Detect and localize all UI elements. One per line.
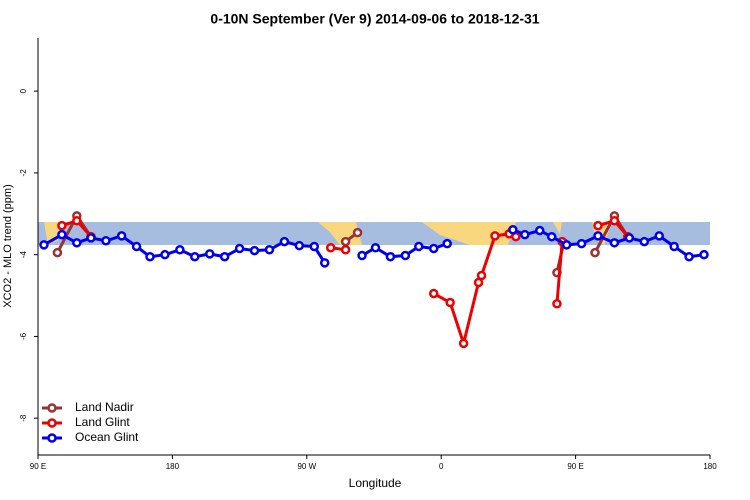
data-point (593, 231, 603, 241)
x-tick-label: 0 (439, 462, 444, 471)
data-point (86, 233, 96, 243)
data-point (234, 243, 245, 254)
data-point (520, 229, 530, 240)
data-point (340, 245, 351, 255)
data-point (57, 229, 67, 240)
data-point (131, 241, 142, 252)
data-point (370, 242, 381, 253)
data-point (428, 243, 439, 254)
data-point (458, 338, 469, 349)
legend-marker (47, 418, 57, 428)
data-point (669, 241, 679, 252)
y-tick-label: -2 (19, 169, 28, 177)
y-tick-label: -8 (19, 414, 28, 422)
data-point (400, 250, 411, 261)
data-point (145, 251, 155, 262)
data-point (546, 231, 557, 242)
data-point (190, 251, 200, 262)
data-point (490, 231, 500, 241)
legend-marker (47, 433, 57, 443)
data-point (72, 215, 82, 226)
x-tick-label: 90 E (30, 462, 46, 471)
chart-title: 0-10N September (Ver 9) 2014-09-06 to 20… (210, 11, 539, 27)
y-tick-label: 0 (19, 88, 28, 93)
data-point (39, 240, 49, 250)
data-point (319, 258, 330, 268)
legend-label: Ocean Glint (75, 430, 139, 444)
data-point (57, 220, 67, 231)
data-point (175, 245, 185, 255)
legend-label: Land Glint (75, 415, 130, 429)
data-point (219, 251, 230, 262)
data-point (593, 220, 603, 231)
data-point (249, 245, 260, 256)
data-point (639, 236, 650, 247)
data-point (325, 242, 336, 253)
data-point (279, 236, 290, 247)
data-point (357, 250, 367, 261)
x-tick-label: 180 (703, 462, 717, 471)
x-tick-label: 90 E (567, 462, 583, 471)
data-point (699, 249, 709, 260)
data-point (72, 238, 82, 248)
data-point (264, 245, 275, 255)
data-point (340, 236, 351, 247)
data-point (576, 238, 587, 249)
data-point (309, 241, 320, 252)
y-tick-label: -6 (19, 332, 28, 340)
data-point (160, 249, 170, 260)
data-point (654, 231, 664, 241)
data-point (508, 224, 518, 235)
data-point (609, 238, 620, 248)
data-point (414, 241, 424, 252)
data-point (476, 270, 487, 281)
data-point (428, 288, 439, 299)
data-point (101, 236, 111, 246)
data-point (116, 231, 127, 241)
data-point (609, 215, 620, 226)
data-point (385, 251, 396, 262)
x-tick-label: 180 (166, 462, 180, 471)
land-patch (553, 222, 562, 234)
data-point (552, 298, 562, 309)
y-axis-label: XCO2 - MLO trend (ppm) (2, 184, 14, 307)
data-point (535, 225, 545, 236)
x-tick-label: 90 W (297, 462, 316, 471)
data-point (445, 297, 455, 308)
y-tick-label: -4 (19, 251, 28, 259)
data-point (561, 240, 572, 250)
data-point (52, 247, 63, 258)
data-point (684, 251, 694, 262)
data-point (442, 238, 452, 249)
data-point (204, 249, 215, 259)
data-point (294, 240, 305, 251)
data-point (624, 233, 635, 243)
legend-marker (47, 403, 57, 413)
x-axis-label: Longitude (349, 476, 402, 490)
data-point (352, 227, 363, 238)
legend-label: Land Nadir (75, 400, 134, 414)
data-point (590, 247, 600, 258)
